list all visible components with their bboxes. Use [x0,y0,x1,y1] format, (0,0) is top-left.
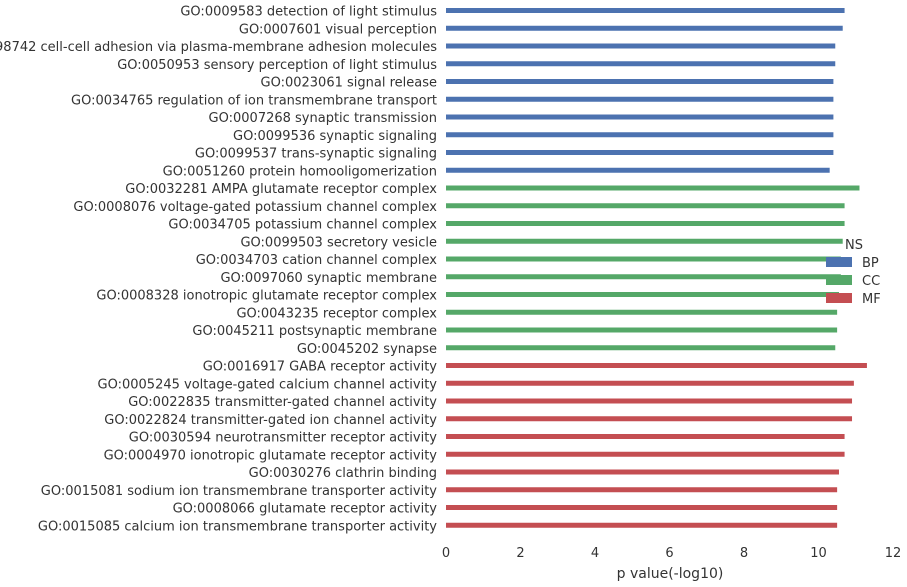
category-label: GO:0005245 voltage-gated calcium channel… [98,377,438,392]
legend-swatch [826,257,852,267]
x-tick-label: 4 [591,546,599,561]
bar [446,345,836,351]
bar [446,43,836,49]
category-labels: GO:0009583 detection of light stimulus GO… [0,5,437,535]
category-label: GO:0008328 ionotropic glutamate receptor… [96,289,437,304]
legend-label: BP [862,256,879,271]
category-label: GO:0097060 synaptic membrane [220,271,437,286]
x-tick-label: 2 [516,546,524,561]
x-tick-label: 12 [885,546,902,561]
x-tick-label: 0 [442,546,450,561]
category-label: GO:0034705 potassium channel complex [168,218,437,233]
category-label: GO:0022835 transmitter-gated channel act… [128,395,437,410]
bar [446,221,845,226]
category-label: GO:0007268 synaptic transmission [209,111,437,126]
bar [446,185,860,191]
bar [446,522,838,528]
bar [446,363,867,368]
x-axis-label: p value(-log10) [617,566,724,582]
bar [446,487,838,493]
category-label: GO:0034703 cation channel complex [196,253,438,268]
bar [446,469,839,475]
category-label: GO:0098742 cell-cell adhesion via plasma… [0,40,437,55]
bar [446,96,834,102]
bar [446,114,834,120]
x-tick-label: 8 [740,546,748,561]
bar [446,167,830,173]
category-label: GO:0022824 transmitter-gated ion channel… [104,413,437,428]
bar [446,61,836,67]
category-label: GO:0015085 calcium ion transmembrane tra… [38,519,437,534]
bar [446,416,853,422]
category-label: GO:0007601 visual perception [239,22,437,37]
category-label: GO:0034765 regulation of ion transmembra… [71,93,437,108]
category-label: GO:0099503 secretory vesicle [240,235,437,250]
x-axis-ticks: 0 2 4 6 8 10 12 [442,546,901,561]
category-label: GO:0099537 trans-synaptic signaling [195,147,437,162]
bar [446,150,834,155]
bar [446,79,834,84]
bar [446,327,838,333]
category-label: GO:0043235 receptor complex [236,306,437,321]
category-label: GO:0032281 AMPA glutamate receptor compl… [125,182,437,197]
bar [446,25,843,31]
category-label: GO:0016917 GABA receptor activity [203,360,438,375]
category-label: GO:0050953 sensory perception of light s… [117,58,437,73]
bar [446,434,845,439]
bar [446,292,839,297]
x-tick-label: 6 [665,546,673,561]
x-tick-label: 10 [810,546,827,561]
bar [446,309,838,315]
category-label: GO:0009583 detection of light stimulus [180,5,437,20]
bar [446,274,841,280]
category-label: GO:0008066 glutamate receptor activity [173,502,438,517]
bar [446,451,845,457]
legend-label: CC [862,274,880,289]
category-label: GO:0023061 signal release [261,76,437,91]
bar [446,380,854,386]
category-label: GO:0015081 sodium ion transmembrane tran… [41,484,437,499]
bars-layer [446,8,867,528]
category-label: GO:0030276 clathrin binding [249,466,437,481]
legend-swatch [826,275,852,285]
legend: NS BP CC MF [826,238,881,307]
legend-swatch [826,293,852,303]
bar [446,8,845,13]
category-label: GO:0030594 neurotransmitter receptor act… [129,431,438,446]
bar [446,398,853,404]
bar [446,256,841,262]
category-label: GO:0051260 protein homooligomerization [163,164,437,179]
category-label: GO:0099536 synaptic signaling [233,129,437,144]
bar [446,203,845,209]
category-label: GO:0004970 ionotropic glutamate receptor… [104,448,438,463]
category-label: GO:0045211 postsynaptic membrane [192,324,437,339]
category-label: GO:0008076 voltage-gated potassium chann… [73,200,437,215]
bar [446,505,838,510]
category-label: GO:0045202 synapse [297,342,437,357]
bar [446,238,843,244]
legend-label: MF [862,292,881,307]
legend-title: NS [845,238,863,253]
bar [446,132,834,138]
